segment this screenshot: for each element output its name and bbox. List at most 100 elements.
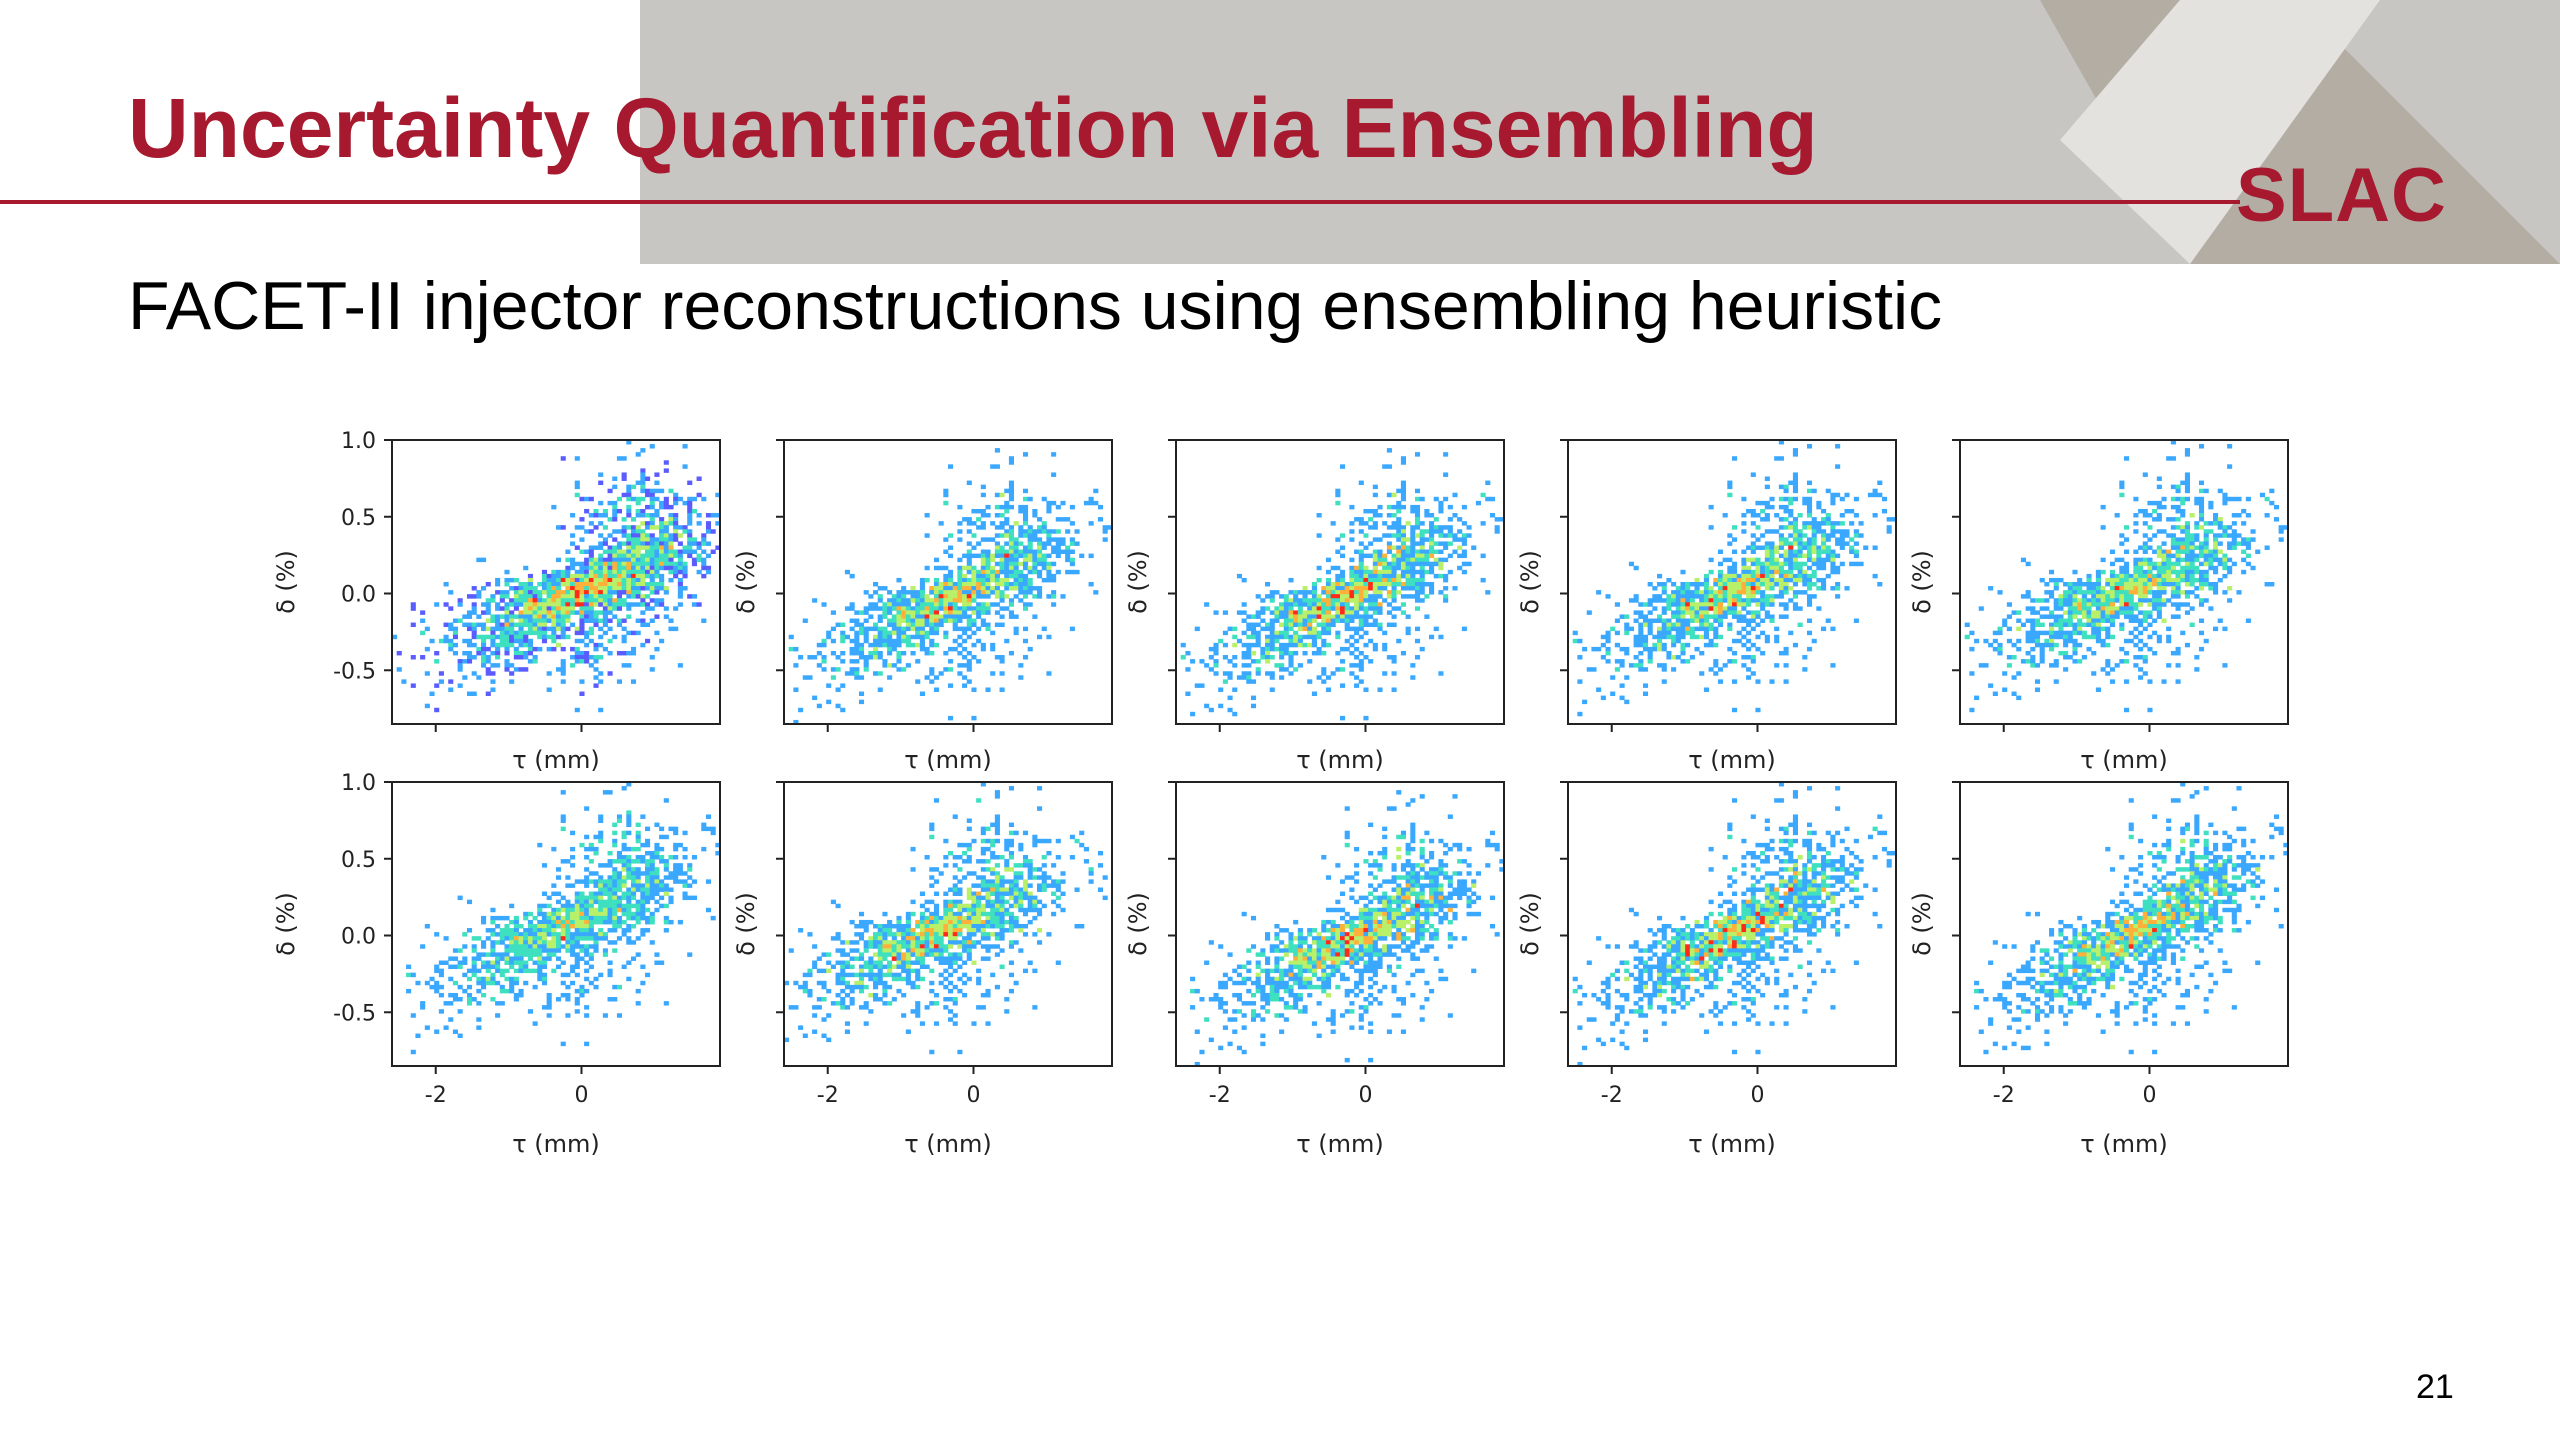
heatmap-cell <box>1647 626 1653 632</box>
heatmap-cell <box>1349 598 1355 603</box>
heatmap-cell <box>654 850 660 856</box>
heatmap-cell <box>1414 533 1421 538</box>
heatmap-cell <box>1368 573 1374 579</box>
heatmap-cell <box>1461 561 1467 567</box>
heatmap-cell <box>1340 533 1346 538</box>
heatmap-cell <box>1992 646 1998 652</box>
heatmap-cell <box>1293 598 1299 603</box>
heatmap-cell <box>1051 561 1057 567</box>
heatmap-cell <box>1792 496 1798 502</box>
heatmap-cell <box>1722 582 1728 587</box>
heatmap-cell <box>687 875 693 880</box>
heatmap-cell <box>579 496 585 502</box>
heatmap-cell <box>1750 541 1756 546</box>
heatmap-cell <box>929 610 935 615</box>
heatmap-cell <box>2124 582 2130 587</box>
heatmap-cell <box>2011 610 2017 615</box>
heatmap-cell <box>2067 590 2073 595</box>
heatmap-cell <box>2109 610 2116 615</box>
heatmap-cell <box>887 622 893 628</box>
heatmap-cell <box>1410 557 1416 563</box>
heatmap-cell <box>616 622 622 628</box>
heatmap-cell <box>574 569 580 575</box>
heatmap-cell <box>896 577 902 583</box>
heatmap-cell <box>2072 630 2078 636</box>
heatmap-cell <box>901 586 907 591</box>
heatmap-cell <box>924 618 930 623</box>
heatmap-cell <box>495 614 501 619</box>
heatmap-cell <box>2184 569 2190 575</box>
heatmap-cell <box>1041 545 1047 550</box>
heatmap-cell <box>1750 508 1756 514</box>
heatmap-cell <box>504 646 510 652</box>
heatmap-cell <box>1661 630 1667 636</box>
heatmap-cell <box>1396 565 1402 571</box>
heatmap-cell <box>1358 634 1364 640</box>
heatmap-cell <box>584 549 590 554</box>
heatmap-cell <box>2217 517 2223 522</box>
heatmap-cell <box>1969 671 1975 676</box>
heatmap-cell <box>476 622 482 628</box>
axes-frame <box>1567 439 1897 725</box>
heatmap-cell <box>588 618 594 623</box>
heatmap-cell <box>598 586 604 591</box>
heatmap-cell <box>830 626 836 632</box>
heatmap-cell <box>1811 537 1817 542</box>
heatmap-cell <box>518 626 524 632</box>
heatmap-cell <box>1764 573 1770 579</box>
heatmap-cell <box>1722 586 1728 591</box>
heatmap-cell <box>668 549 674 554</box>
heatmap-cell <box>858 622 865 628</box>
heatmap-cell <box>504 569 510 575</box>
heatmap-cell <box>612 887 618 892</box>
heatmap-cell <box>635 533 641 538</box>
heatmap-cell <box>626 484 632 490</box>
heatmap-cell <box>640 448 646 453</box>
heatmap-cell <box>1325 598 1332 603</box>
heatmap-cell <box>570 598 576 603</box>
heatmap-cell <box>673 879 679 884</box>
heatmap-cell <box>2269 582 2275 587</box>
heatmap-cell <box>1671 598 1677 603</box>
heatmap-cell <box>551 594 557 599</box>
heatmap-cell <box>1699 590 1705 595</box>
heatmap-cell <box>2231 541 2237 546</box>
heatmap-cell <box>1236 675 1242 680</box>
heatmap-cell <box>663 798 669 803</box>
heatmap-cell <box>612 549 618 554</box>
heatmap-cell <box>598 533 604 538</box>
heatmap-cell <box>2156 573 2162 579</box>
heatmap-cell <box>1311 590 1317 595</box>
heatmap-cell <box>626 822 632 828</box>
heatmap-cell <box>943 586 949 591</box>
heatmap-cell <box>1816 561 1822 567</box>
heatmap-cell <box>1666 618 1672 623</box>
heatmap-cell <box>630 891 637 896</box>
heatmap-cell <box>1358 663 1364 668</box>
heatmap-cell <box>2072 642 2078 648</box>
heatmap-cell <box>2175 663 2181 668</box>
heatmap-cell <box>2034 634 2041 640</box>
heatmap-cell <box>616 577 622 583</box>
heatmap-cell <box>1727 484 1733 490</box>
heatmap-cell <box>2259 492 2265 498</box>
heatmap-cell <box>1377 606 1383 611</box>
heatmap-cell <box>1269 655 1275 660</box>
heatmap-cell <box>654 855 660 860</box>
heatmap-cell <box>626 899 632 905</box>
heatmap-cell <box>574 594 580 599</box>
heatmap-cell <box>1605 630 1611 636</box>
heatmap-cell <box>1405 565 1411 571</box>
heatmap-cell <box>1311 586 1317 591</box>
heatmap-cell <box>1302 586 1308 591</box>
heatmap-cell <box>659 529 665 534</box>
heatmap-cell <box>877 634 883 640</box>
heatmap-cell <box>919 622 925 628</box>
heatmap-cell <box>1391 492 1397 498</box>
heatmap-cell <box>1400 460 1406 465</box>
heatmap-cell <box>1190 711 1196 717</box>
heatmap-cell <box>551 883 557 888</box>
heatmap-cell <box>1321 614 1327 619</box>
heatmap-cell <box>1060 517 1066 522</box>
heatmap-cell <box>1835 492 1841 498</box>
